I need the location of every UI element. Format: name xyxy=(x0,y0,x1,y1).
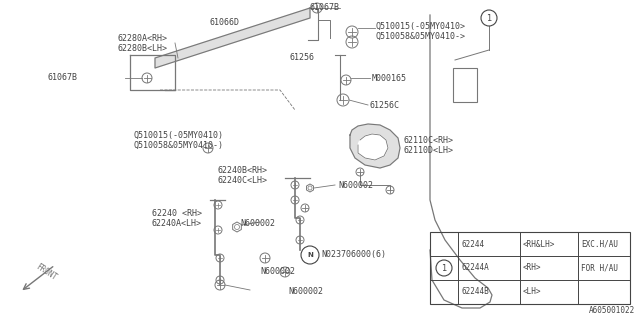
Text: Q510058&05MY0410-): Q510058&05MY0410-) xyxy=(134,140,224,149)
Text: 61067B: 61067B xyxy=(48,73,78,82)
Text: 62244B: 62244B xyxy=(461,287,489,297)
Text: 62240 <RH>: 62240 <RH> xyxy=(152,209,202,218)
Text: 62240A<LH>: 62240A<LH> xyxy=(152,219,202,228)
Text: 61256: 61256 xyxy=(290,52,315,61)
Text: Q510015(-05MY0410): Q510015(-05MY0410) xyxy=(134,131,224,140)
Text: N600002: N600002 xyxy=(338,180,373,189)
Text: 62244A: 62244A xyxy=(461,263,489,273)
Polygon shape xyxy=(358,134,388,160)
Text: FRONT: FRONT xyxy=(34,262,58,282)
Text: 61067B: 61067B xyxy=(310,3,340,12)
Text: <RH>: <RH> xyxy=(523,263,541,273)
Text: 61256C: 61256C xyxy=(370,100,400,109)
Text: N: N xyxy=(307,252,313,258)
Text: 62244: 62244 xyxy=(461,239,484,249)
Polygon shape xyxy=(350,124,400,168)
Text: <RH&LH>: <RH&LH> xyxy=(523,239,556,249)
Text: 62110C<RH>: 62110C<RH> xyxy=(403,135,453,145)
Text: 62240C<LH>: 62240C<LH> xyxy=(218,175,268,185)
Text: Q510015(-05MY0410>: Q510015(-05MY0410> xyxy=(376,21,466,30)
Text: 1: 1 xyxy=(486,14,492,23)
Text: FOR H/AU: FOR H/AU xyxy=(581,263,618,273)
Text: N023706000(6): N023706000(6) xyxy=(321,251,386,260)
Text: N600002: N600002 xyxy=(288,287,323,297)
Text: 61066D: 61066D xyxy=(210,18,240,27)
Text: 62110D<LH>: 62110D<LH> xyxy=(403,146,453,155)
Text: <LH>: <LH> xyxy=(523,287,541,297)
Text: 62280A<RH>: 62280A<RH> xyxy=(118,34,168,43)
Bar xyxy=(453,68,477,102)
Bar xyxy=(430,232,630,304)
Text: 62240B<RH>: 62240B<RH> xyxy=(218,165,268,174)
Text: 1: 1 xyxy=(442,264,447,273)
Text: M000165: M000165 xyxy=(372,74,407,83)
Polygon shape xyxy=(155,8,310,68)
Text: N600002: N600002 xyxy=(240,219,275,228)
Text: 62280B<LH>: 62280B<LH> xyxy=(118,44,168,52)
Text: N600002: N600002 xyxy=(260,268,295,276)
Text: Q510058&05MY0410->: Q510058&05MY0410-> xyxy=(376,31,466,41)
Text: A605001022: A605001022 xyxy=(589,306,635,315)
Text: EXC.H/AU: EXC.H/AU xyxy=(581,239,618,249)
